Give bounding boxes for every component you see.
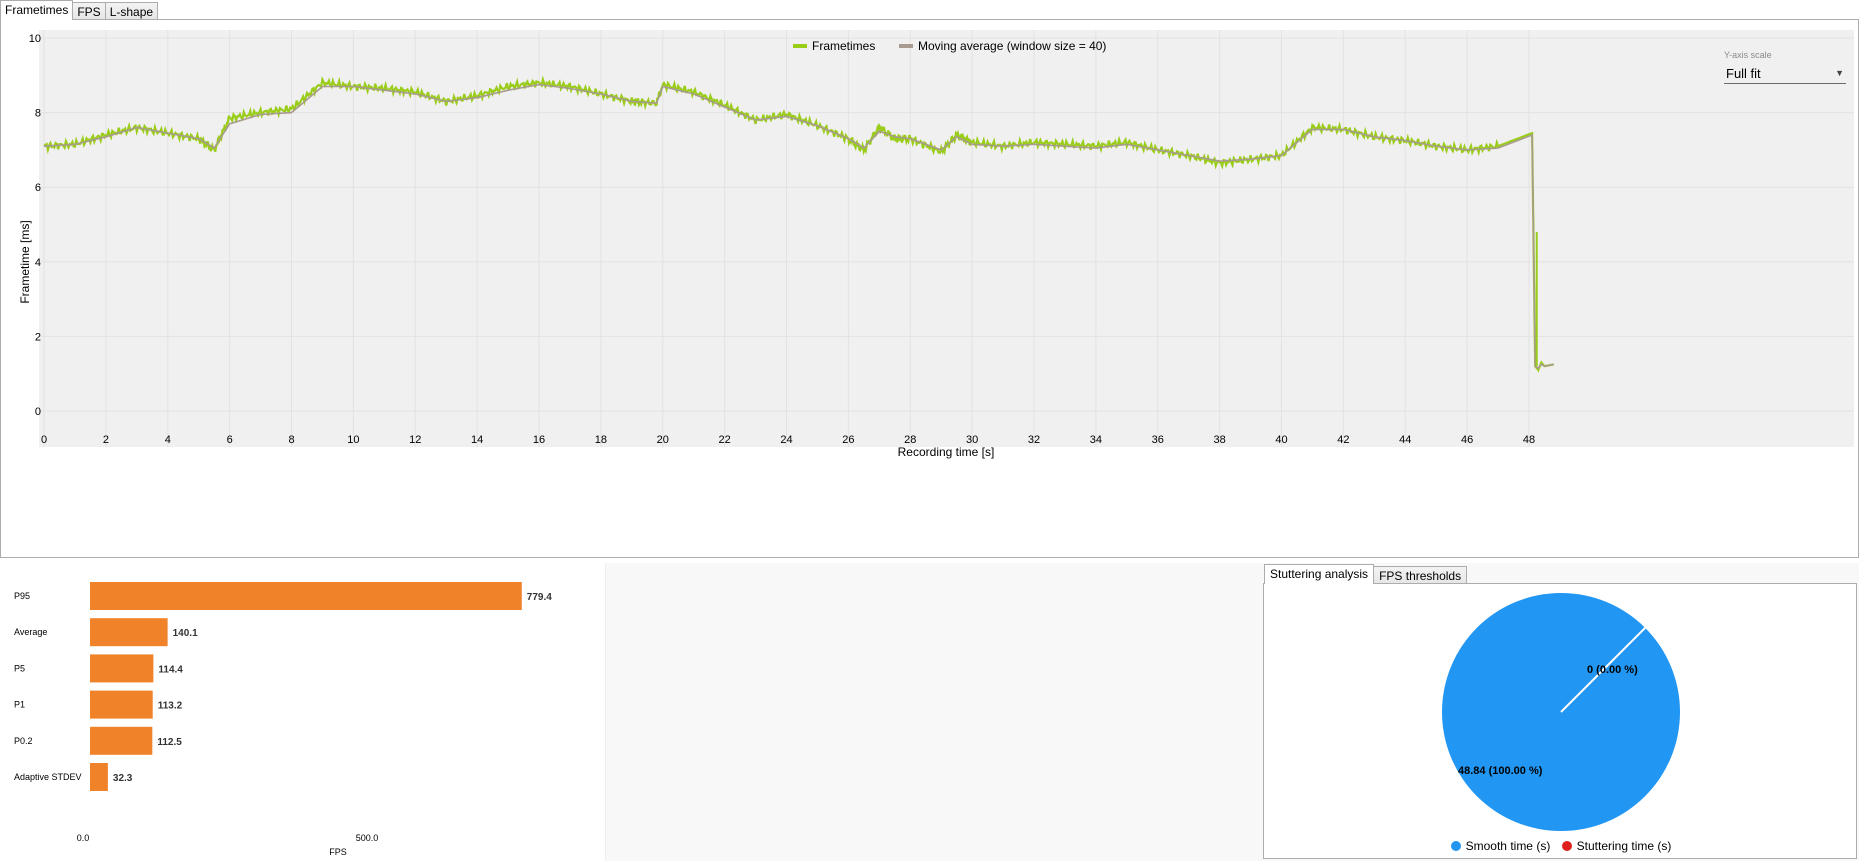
x-tick-label: 6 [227,434,233,446]
x-tick-label: 10 [347,434,359,446]
tab-l-shape[interactable]: L-shape [104,2,159,20]
x-tick-label: 14 [471,434,483,446]
bar-value-label: 113.2 [158,701,183,712]
x-tick-label: 32 [1028,434,1040,446]
bar-category-label: P0.2 [14,736,33,746]
x-tick-label: 46 [1461,434,1473,446]
pie-label-stuttering: 0 (0.00 %) [1587,664,1638,676]
tab-stuttering-analysis[interactable]: Stuttering analysis [1264,564,1375,584]
x-tick-label: 24 [780,434,792,446]
x-axis-label: Recording time [s] [898,445,995,459]
x-tick-label: 34 [1090,434,1102,446]
bar-value-label: 779.4 [527,592,552,603]
x-tick-label: 42 [1337,434,1349,446]
pie-legend: Smooth time (s) Stuttering time (s) [1264,839,1858,854]
x-axis-label: FPS [329,847,347,857]
bar [90,690,153,719]
bar [90,654,154,683]
bar [90,726,153,755]
x-tick-label-500: 500.0 [356,833,379,843]
bar-category-label: Adaptive STDEV [14,772,82,782]
y-axis-label: Frametime [ms] [18,220,32,303]
fps-metrics-panel: P95 779.4 Average 140.1 P5 114.4 P1 113.2 P0.2 11… [0,563,606,861]
bar-category-label: Average [14,627,47,637]
x-tick-label: 48 [1523,434,1535,446]
tab-fps-thresholds[interactable]: FPS thresholds [1373,566,1468,584]
legend-swatch-frametimes [793,44,807,48]
legend-label-smooth: Smooth time (s) [1465,839,1551,853]
x-tick-label: 40 [1275,434,1287,446]
x-tick-label: 22 [719,434,731,446]
y-axis-scale-control: Y-axis scale Full fit ▼ [1724,50,1846,84]
x-tick-label: 38 [1214,434,1226,446]
x-tick-label: 20 [657,434,669,446]
x-tick-label: 26 [842,434,854,446]
x-tick-label: 16 [533,434,545,446]
frametime-chart: 0 2 4 6 8 10 12 14 16 18 20 22 24 26 28 30 32 34 36 38 40 42 4… [18,30,1854,459]
bar-category-label: P5 [14,663,25,673]
plot-area [39,30,1854,447]
bar-category-label: P1 [14,700,25,710]
bar [90,763,108,791]
pie-label-smooth: 48.84 (100.00 %) [1458,765,1543,777]
x-tick-label: 12 [409,434,421,446]
legend-item-stuttering: Stuttering time (s) [1561,839,1672,853]
bar-value-label: 140.1 [173,628,198,639]
x-tick-label-0: 0.0 [77,833,90,843]
bar-value-label: 32.3 [113,773,133,784]
tab-fps[interactable]: FPS [72,2,106,20]
x-tick-label: 28 [904,434,916,446]
y-axis-scale-dropdown[interactable]: Full fit ▼ [1724,62,1846,84]
x-tick-label: 2 [103,434,109,446]
legend-label-moving-average: Moving average (window size = 40) [918,39,1106,53]
y-tick-label: 2 [35,331,41,343]
x-tick-label: 8 [288,434,294,446]
legend-dot-stuttering [1561,841,1572,851]
stutter-tabs: Stuttering analysis FPS thresholds [1264,564,1468,584]
frametime-chart-panel: 0 2 4 6 8 10 12 14 16 18 20 22 24 26 28 30 32 34 36 38 40 42 4… [0,19,1859,558]
x-tick-label: 44 [1399,434,1411,446]
bar-value-label: 112.5 [157,737,182,748]
empty-panel [606,563,1261,861]
y-tick-label: 4 [35,257,41,269]
series-frametimes-line [43,75,1555,373]
y-tick-label: 0 [35,406,41,418]
stutter-pie-chart: 0 (0.00 %) 48.84 (100.00 %) [1442,593,1680,831]
y-tick-label: 8 [35,108,41,120]
bar-category-label: P95 [14,591,30,601]
legend-dot-smooth [1450,841,1461,851]
legend-item-smooth: Smooth time (s) [1450,839,1551,853]
main-tabs: Frametimes FPS L-shape [0,0,159,20]
pie-slice-stuttering [1560,626,1647,713]
x-tick-label: 18 [595,434,607,446]
stuttering-analysis-panel: 0 (0.00 %) 48.84 (100.00 %) Smooth time … [1263,583,1857,859]
tab-frametimes[interactable]: Frametimes [0,0,74,20]
x-tick-label: 36 [1152,434,1164,446]
x-tick-label: 0 [41,434,47,446]
y-axis-scale-label: Y-axis scale [1724,50,1772,60]
bar [90,582,522,610]
x-tick-label: 4 [165,434,171,446]
y-tick-label: 6 [35,182,41,194]
bar [90,618,168,647]
series-moving-average-line [43,83,1554,370]
y-axis-scale-value: Full fit [1726,66,1761,81]
legend-swatch-moving-average [899,44,913,48]
fps-bar-chart: P95 779.4 Average 140.1 P5 114.4 P1 113.2 P0.2 11… [14,582,552,857]
legend-label-stuttering: Stuttering time (s) [1576,839,1672,853]
chart-legend: Frametimes Moving average (window size =… [793,39,1106,53]
y-tick-label: 10 [29,33,41,45]
chevron-down-icon: ▼ [1835,68,1844,78]
x-tick-label: 30 [966,434,978,446]
bar-value-label: 114.4 [158,664,183,675]
legend-label-frametimes: Frametimes [812,39,875,53]
